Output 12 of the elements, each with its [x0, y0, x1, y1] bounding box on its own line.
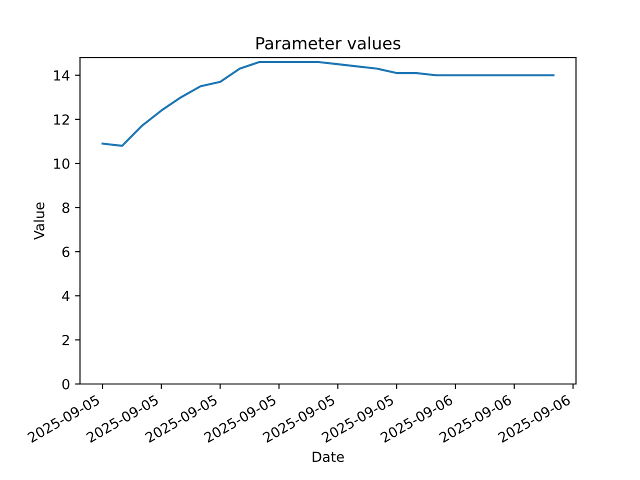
y-tick-label: 12 — [54, 114, 69, 125]
y-tick-label: 0 — [62, 378, 70, 390]
y-tick-label: 2 — [62, 334, 69, 346]
chart-title: Parameter values — [256, 36, 400, 50]
y-tick-label: 4 — [62, 290, 70, 302]
y-tick-label: 14 — [54, 70, 70, 81]
y-tick-label: 10 — [54, 158, 70, 169]
x-axis-title: Date — [312, 452, 344, 462]
y-tick-label: 6 — [62, 246, 70, 258]
y-tick-label: 8 — [62, 202, 70, 214]
line-series — [102, 60, 554, 147]
y-axis-title: Value — [34, 202, 44, 240]
